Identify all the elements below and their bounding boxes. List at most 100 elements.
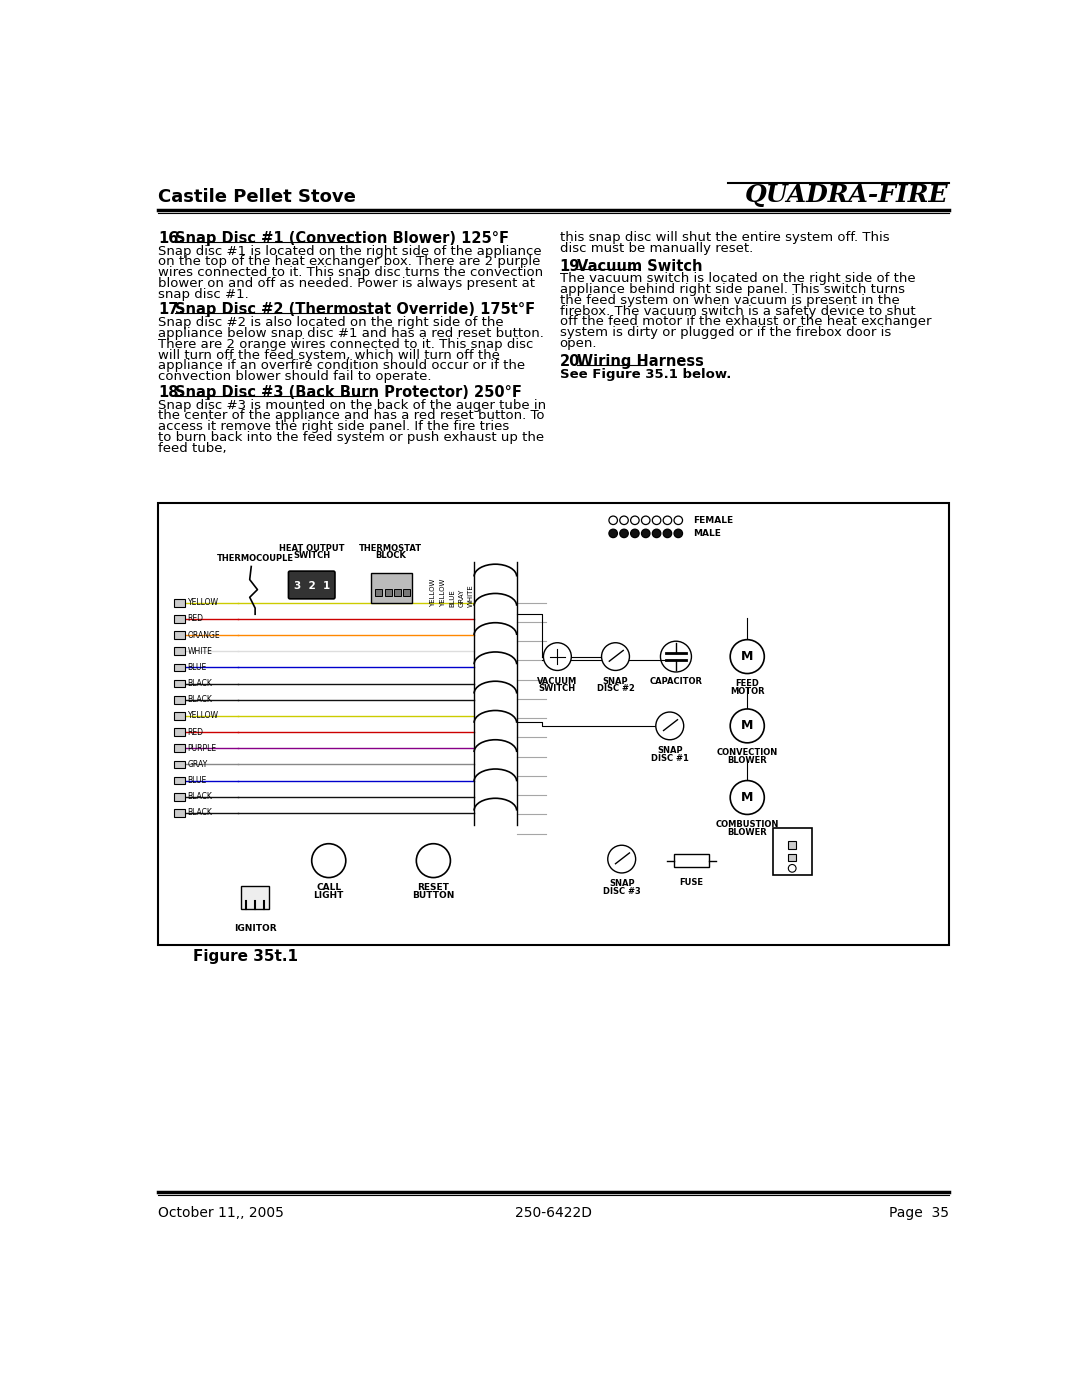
Text: appliance if an overfire condition should occur or if the: appliance if an overfire condition shoul… [159,359,525,373]
Text: LIGHT: LIGHT [313,891,343,900]
Text: BLACK: BLACK [188,792,213,802]
Text: Snap disc #1 is located on the right side of the appliance: Snap disc #1 is located on the right sid… [159,244,542,257]
Text: feed tube,: feed tube, [159,441,227,455]
Bar [384,588,392,595]
Text: The vacuum switch is located on the right side of the: The vacuum switch is located on the righ… [559,272,916,285]
Circle shape [656,712,684,740]
Circle shape [620,529,629,538]
Text: SNAP: SNAP [603,676,629,686]
Bar [788,841,796,849]
Bar [174,793,185,800]
Text: BLACK: BLACK [188,696,213,704]
Text: COMBUSTION: COMBUSTION [716,820,779,828]
Circle shape [543,643,571,671]
Text: BLOWER: BLOWER [727,756,767,766]
Text: BLUE: BLUE [449,588,455,606]
Text: blower on and off as needed. Power is always present at: blower on and off as needed. Power is al… [159,277,536,291]
Text: MOTOR: MOTOR [730,687,765,696]
Circle shape [609,529,618,538]
Bar [174,712,185,719]
Text: open.: open. [559,337,597,351]
Text: YELLOW: YELLOW [430,578,436,606]
Bar [372,573,411,602]
Circle shape [416,844,450,877]
Text: FEMALE: FEMALE [693,515,733,525]
Bar [773,828,811,875]
Text: Wiring Harness: Wiring Harness [577,353,704,369]
Circle shape [312,844,346,877]
Text: RED: RED [188,615,204,623]
Circle shape [608,845,636,873]
Text: Snap Disc #3 (Back Burn Protector) 250°F: Snap Disc #3 (Back Burn Protector) 250°F [175,384,522,400]
Text: 17.: 17. [159,302,185,317]
Bar [174,728,185,736]
Text: BLOWER: BLOWER [727,827,767,837]
Text: wires connected to it. This snap disc turns the convection: wires connected to it. This snap disc tu… [159,267,543,279]
Text: IGNITOR: IGNITOR [233,923,276,933]
Text: snap disc #1.: snap disc #1. [159,288,249,300]
Bar [674,855,708,866]
Bar [174,631,185,638]
Bar [174,615,185,623]
Text: YELLOW: YELLOW [440,578,446,606]
Circle shape [661,641,691,672]
Circle shape [631,529,639,538]
Bar [174,696,185,704]
Text: 20.: 20. [559,353,585,369]
Bar [394,588,401,595]
Text: GRAY: GRAY [458,588,464,606]
Circle shape [730,781,765,814]
Bar [375,588,382,595]
Text: Vacuum Switch: Vacuum Switch [577,258,702,274]
FancyBboxPatch shape [288,571,335,599]
Text: FUSE: FUSE [679,877,703,887]
Text: WHITE: WHITE [188,647,213,655]
Circle shape [602,643,630,671]
Text: WHITE: WHITE [468,584,473,606]
Bar [174,777,185,784]
Text: this snap disc will shut the entire system off. This: this snap disc will shut the entire syst… [559,231,889,244]
Text: ORANGE: ORANGE [188,630,220,640]
Text: disc must be manually reset.: disc must be manually reset. [559,242,753,254]
Circle shape [730,640,765,673]
Bar [174,809,185,817]
Circle shape [663,529,672,538]
Circle shape [730,708,765,743]
Text: PURPLE: PURPLE [188,743,217,753]
Text: 3  2  1: 3 2 1 [294,581,329,591]
Text: FEED: FEED [735,679,759,689]
Text: Castile Pellet Stove: Castile Pellet Stove [159,189,356,205]
Text: SWITCH: SWITCH [539,685,576,693]
Text: THERMOCOUPLE: THERMOCOUPLE [217,553,294,563]
Text: HEAT OUTPUT: HEAT OUTPUT [279,545,345,553]
Text: QUADRA-FIRE: QUADRA-FIRE [745,183,948,207]
Text: See Figure 35.1 below.: See Figure 35.1 below. [559,367,731,381]
Text: Page  35: Page 35 [889,1206,948,1221]
Text: on the top of the heat exchanger box. There are 2 purple: on the top of the heat exchanger box. Th… [159,256,541,268]
Text: off the feed motor if the exhaust or the heat exchanger: off the feed motor if the exhaust or the… [559,316,931,328]
Text: CALL: CALL [316,883,341,893]
Text: Snap Disc #1 (Convection Blower) 125°F: Snap Disc #1 (Convection Blower) 125°F [175,231,510,246]
Text: 18.: 18. [159,384,185,400]
Text: BLOCK: BLOCK [376,552,406,560]
Bar [174,664,185,671]
Text: DISC #3: DISC #3 [603,887,640,895]
Text: appliance behind right side panel. This switch turns: appliance behind right side panel. This … [559,284,905,296]
Text: VACUUM: VACUUM [537,676,578,686]
Text: Snap disc #2 is also located on the right side of the: Snap disc #2 is also located on the righ… [159,316,504,330]
Text: YELLOW: YELLOW [188,598,218,608]
Text: Snap Disc #2 (Thermostat Override) 175t°F: Snap Disc #2 (Thermostat Override) 175t°… [175,302,536,317]
Text: M: M [741,791,754,805]
Bar [174,680,185,687]
Text: convection blower should fail to operate.: convection blower should fail to operate… [159,370,432,383]
Text: SNAP: SNAP [609,879,635,888]
Text: CONVECTION: CONVECTION [717,749,778,757]
Text: RED: RED [188,728,204,736]
Text: BLACK: BLACK [188,809,213,817]
Text: appliance below snap disc #1 and has a red reset button.: appliance below snap disc #1 and has a r… [159,327,544,339]
Text: BLUE: BLUE [188,777,207,785]
Circle shape [652,529,661,538]
Text: YELLOW: YELLOW [188,711,218,721]
Text: BLUE: BLUE [188,662,207,672]
Text: There are 2 orange wires connected to it. This snap disc: There are 2 orange wires connected to it… [159,338,534,351]
